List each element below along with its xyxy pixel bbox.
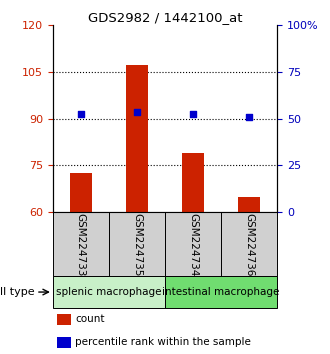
Bar <box>182 153 204 212</box>
Bar <box>221 212 277 276</box>
Text: intestinal macrophage: intestinal macrophage <box>162 287 280 297</box>
Bar <box>238 197 260 212</box>
Text: percentile rank within the sample: percentile rank within the sample <box>75 337 251 348</box>
Bar <box>53 212 109 276</box>
Bar <box>57 314 71 325</box>
Point <box>134 109 140 115</box>
Bar <box>57 337 71 348</box>
Bar <box>165 212 221 276</box>
Bar <box>126 65 148 212</box>
Text: GSM224734: GSM224734 <box>188 212 198 276</box>
Point <box>78 111 83 117</box>
Text: GSM224736: GSM224736 <box>244 212 254 276</box>
Bar <box>165 276 277 308</box>
Bar <box>109 212 165 276</box>
Bar <box>53 276 165 308</box>
Text: count: count <box>75 314 105 325</box>
Title: GDS2982 / 1442100_at: GDS2982 / 1442100_at <box>88 11 242 24</box>
Point <box>190 111 196 117</box>
Point <box>247 114 252 120</box>
Text: GSM224733: GSM224733 <box>76 212 86 276</box>
Text: cell type: cell type <box>0 287 35 297</box>
Text: splenic macrophage: splenic macrophage <box>56 287 162 297</box>
Text: GSM224735: GSM224735 <box>132 212 142 276</box>
Bar <box>70 173 92 212</box>
